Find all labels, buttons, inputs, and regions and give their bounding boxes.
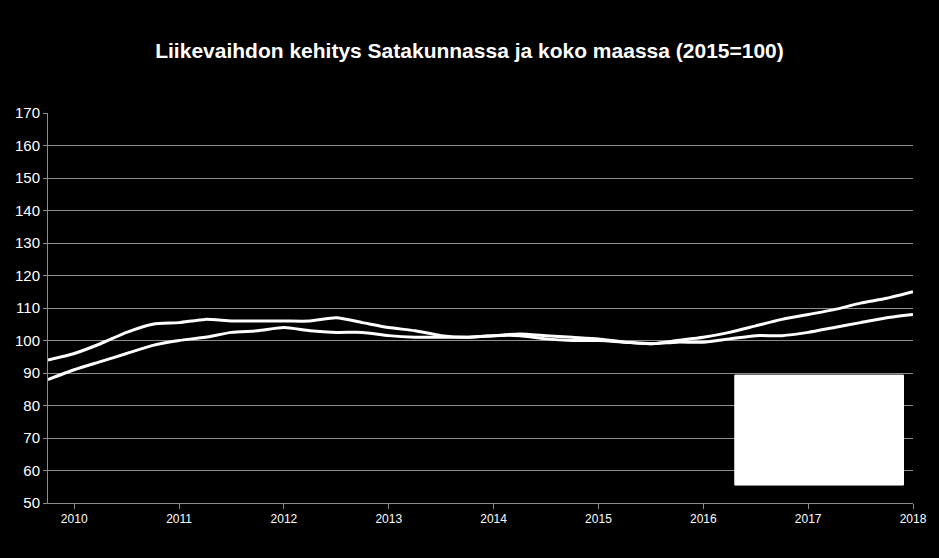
svg-text:120: 120	[15, 267, 40, 284]
svg-text:170: 170	[15, 104, 40, 121]
svg-text:2017: 2017	[795, 512, 822, 526]
svg-text:130: 130	[15, 234, 40, 251]
svg-text:80: 80	[23, 397, 40, 414]
svg-text:90: 90	[23, 364, 40, 381]
svg-text:2014: 2014	[480, 512, 507, 526]
svg-text:Liikevaihdon kehitys Satakunna: Liikevaihdon kehitys Satakunnassa ja kok…	[155, 39, 784, 62]
svg-text:2018: 2018	[900, 512, 927, 526]
svg-text:140: 140	[15, 202, 40, 219]
svg-text:2010: 2010	[61, 512, 88, 526]
svg-text:110: 110	[16, 299, 40, 316]
svg-text:2015: 2015	[585, 512, 612, 526]
svg-text:2012: 2012	[271, 512, 298, 526]
svg-text:70: 70	[23, 429, 40, 446]
svg-text:150: 150	[15, 169, 40, 186]
svg-text:60: 60	[23, 462, 40, 479]
svg-text:100: 100	[15, 332, 40, 349]
svg-text:2016: 2016	[690, 512, 717, 526]
svg-text:2011: 2011	[166, 512, 192, 526]
svg-text:50: 50	[23, 494, 40, 511]
svg-text:2013: 2013	[375, 512, 402, 526]
svg-text:160: 160	[15, 137, 40, 154]
